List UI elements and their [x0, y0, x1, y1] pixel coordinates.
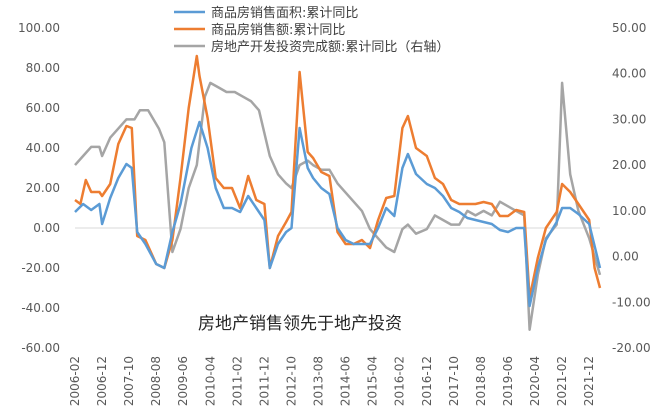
x-tick-label: 2006-12: [95, 356, 109, 406]
x-tick-label: 2021-02: [555, 356, 569, 406]
left-tick-label: 40.00: [26, 141, 60, 155]
legend: 商品房销售面积:累计同比 商品房销售额:累计同比 房地产开发投资完成额:累计同比…: [174, 5, 449, 55]
right-tick-label: 10.00: [612, 204, 646, 218]
legend-label-investment: 房地产开发投资完成额:累计同比（右轴）: [211, 39, 449, 55]
right-axis-ticks: 50.00 40.00 30.00 20.00 10.00 0.00 -10.00 -20.0…: [612, 21, 651, 355]
right-tick-label: 30.00: [612, 112, 646, 126]
right-tick-label: -10.00: [612, 295, 651, 309]
x-tick-label: 2015-04: [366, 356, 380, 406]
left-axis-ticks: 100.00 80.00 60.00 40.00 20.00 0.00 -20.00 -40.…: [18, 21, 60, 355]
x-tick-label: 2006-02: [68, 356, 82, 406]
x-tick-label: 2016-12: [420, 356, 434, 406]
left-tick-label: 100.00: [18, 21, 60, 35]
series-line-2: [74, 81, 602, 331]
series-line-0: [74, 120, 602, 308]
left-tick-label: 0.00: [33, 221, 60, 235]
x-tick-label: 2017-10: [447, 356, 461, 406]
right-tick-label: -20.00: [612, 341, 651, 355]
right-tick-label: 0.00: [612, 250, 639, 264]
legend-label-sales-value: 商品房销售额:累计同比: [211, 22, 345, 38]
x-tick-label: 2012-10: [284, 356, 298, 406]
right-tick-label: 50.00: [612, 21, 646, 35]
left-tick-label: 60.00: [26, 101, 60, 115]
chart-annotation: 房地产销售领先于地产投资: [198, 314, 402, 334]
left-tick-label: -40.00: [21, 301, 60, 315]
x-axis-ticks: 2006-02 2006-12 2007-10 2008-08 2009-06 2010-…: [68, 356, 596, 406]
legend-label-sales-area: 商品房销售面积:累计同比: [211, 5, 358, 21]
left-tick-label: -20.00: [21, 261, 60, 275]
left-tick-label: -60.00: [21, 341, 60, 355]
x-tick-label: 2011-12: [257, 356, 271, 406]
right-tick-label: 20.00: [612, 158, 646, 172]
x-tick-label: 2011-02: [230, 356, 244, 406]
x-tick-label: 2013-08: [312, 356, 326, 406]
left-tick-label: 20.00: [26, 181, 60, 195]
x-tick-label: 2009-06: [176, 356, 190, 406]
x-tick-label: 2021-12: [582, 356, 596, 406]
left-tick-label: 80.00: [26, 61, 60, 75]
x-tick-label: 2019-06: [501, 356, 515, 406]
series-layer: [74, 54, 602, 331]
x-tick-label: 2018-08: [474, 356, 488, 406]
right-tick-label: 40.00: [612, 67, 646, 81]
x-tick-label: 2016-02: [393, 356, 407, 406]
x-tick-label: 2008-08: [149, 356, 163, 406]
x-tick-label: 2020-04: [528, 356, 542, 406]
x-tick-label: 2014-06: [339, 356, 353, 406]
x-tick-label: 2010-04: [203, 356, 217, 406]
x-tick-label: 2007-10: [122, 356, 136, 406]
